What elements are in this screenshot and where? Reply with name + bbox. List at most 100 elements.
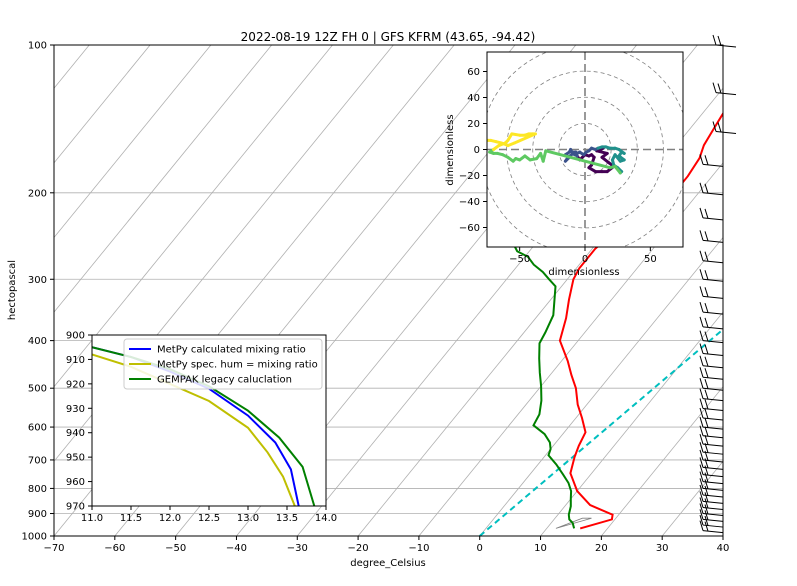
inset-legend: MetPy calculated mixing ratio MetPy spec.… xyxy=(123,338,323,390)
y-tick-label: 500 xyxy=(28,384,47,395)
isotherm-line xyxy=(722,535,723,536)
wind-barb xyxy=(699,449,724,463)
x-tick-label: 30 xyxy=(656,543,669,554)
wind-barb-flag xyxy=(704,504,709,515)
wind-barb-staff xyxy=(702,435,724,439)
wind-barb-flag xyxy=(704,368,709,378)
main-ticks: −70 −60 −50 −40 −30 −20 −10 0 10 20 30 401002003004… xyxy=(22,41,730,555)
wind-barb-flag xyxy=(704,498,709,509)
wind-barb-flag xyxy=(704,450,709,461)
hodograph-x-tick-label: 0 xyxy=(582,254,588,265)
wind-barb-flag xyxy=(699,301,704,313)
x-tick-label: 40 xyxy=(717,543,730,554)
main-series xyxy=(479,111,723,536)
wind-barb xyxy=(699,230,724,243)
wind-barb xyxy=(699,378,724,391)
hodograph-y-tick-label: 40 xyxy=(467,93,480,104)
wind-barb xyxy=(699,520,724,534)
y-tick-label: 800 xyxy=(28,484,47,495)
wind-barb-flag xyxy=(704,515,709,526)
hodograph xyxy=(487,52,683,247)
wind-barb xyxy=(699,343,724,357)
x-tick-label: −20 xyxy=(348,543,369,554)
wind-barb-flag xyxy=(704,208,709,219)
y-tick-label: 900 xyxy=(28,509,47,520)
wind-barb-staff xyxy=(702,466,724,470)
wind-barb-flag xyxy=(712,121,717,132)
inset-x-tick-label: 14.0 xyxy=(315,513,337,524)
y-tick-label: 1000 xyxy=(22,532,47,543)
x-tick-label: 20 xyxy=(595,543,608,554)
wind-barb-flag xyxy=(704,231,709,242)
hodograph-y-tick-label: −20 xyxy=(459,171,480,182)
wind-barb-flag xyxy=(699,388,704,399)
x-tick-label: −40 xyxy=(226,543,247,554)
inset-y-tick-label: 920 xyxy=(66,379,85,390)
isotherm-line xyxy=(54,45,212,239)
wind-barb-flag xyxy=(704,492,709,502)
wind-barb-flag xyxy=(704,408,709,419)
isotherm-line xyxy=(54,45,394,463)
isotherm-line xyxy=(601,386,723,536)
wind-barb xyxy=(699,330,724,344)
wind-barb-staff xyxy=(702,278,724,282)
wind-barb-flag xyxy=(704,443,709,453)
inset-y-tick-label: 900 xyxy=(66,331,85,342)
wind-barb xyxy=(699,154,724,167)
wind-barb-staff xyxy=(702,417,724,421)
wind-barb-flag xyxy=(704,417,709,428)
y-tick-label: 600 xyxy=(28,423,47,434)
hodograph-y-tick-label: 0 xyxy=(474,145,480,156)
wind-barb-staff xyxy=(702,530,724,534)
wind-barb xyxy=(712,121,737,134)
wind-barb-flag xyxy=(704,270,709,280)
wind-barb-flag xyxy=(704,331,709,342)
wind-barb-staff xyxy=(702,340,724,344)
isotherm-line xyxy=(479,236,723,536)
wind-barb xyxy=(699,286,724,299)
wind-barb-flag xyxy=(704,458,709,469)
wind-barb-flag xyxy=(704,426,709,437)
hodograph-y-label: dimensionless xyxy=(445,114,456,185)
hodograph-segment xyxy=(544,149,612,170)
wind-barb-flag xyxy=(704,251,709,262)
isotherm-line xyxy=(54,45,273,313)
wind-barb-flag xyxy=(704,465,709,476)
wind-barb xyxy=(699,207,724,221)
x-tick-label: −60 xyxy=(104,543,125,554)
x-tick-label: −30 xyxy=(287,543,308,554)
wind-barb-staff xyxy=(715,92,737,96)
wind-barb-staff xyxy=(702,443,724,447)
wind-barb-flag xyxy=(699,330,704,341)
isotherm-line xyxy=(54,45,333,388)
wind-barb-flag xyxy=(699,154,704,165)
wind-barb-flag xyxy=(704,510,709,521)
wind-barb xyxy=(699,367,724,380)
hodograph-y-tick-label: 20 xyxy=(467,119,480,130)
wind-barb-staff xyxy=(702,474,724,478)
wind-barb-flag xyxy=(699,484,704,496)
wind-barb-flag xyxy=(699,355,704,366)
wind-barb xyxy=(699,398,724,412)
wind-barb-flag xyxy=(699,367,704,378)
wind-barb-flag xyxy=(699,343,704,354)
wind-barb-flag xyxy=(699,471,704,482)
main-plot-frame xyxy=(53,44,724,537)
wind-barb-flag xyxy=(704,389,709,400)
inset-y-tick-label: 960 xyxy=(66,477,85,488)
wind-barb-flag xyxy=(699,449,704,461)
wind-barb-flag xyxy=(699,416,704,428)
wind-barb-flag xyxy=(712,82,717,93)
wind-barb-staff xyxy=(702,326,724,330)
wind-barb-flag xyxy=(712,34,717,46)
inset-y-tick-label: 940 xyxy=(66,428,85,439)
isotherm-line xyxy=(418,162,723,536)
wind-barb-flag xyxy=(704,485,709,496)
wind-barb-staff xyxy=(702,163,724,167)
wind-barb xyxy=(699,388,724,402)
wind-barb xyxy=(699,425,724,439)
wind-barb-flag xyxy=(704,302,709,313)
wind-barb-flag xyxy=(699,478,704,489)
wind-barb-flag xyxy=(699,286,704,297)
